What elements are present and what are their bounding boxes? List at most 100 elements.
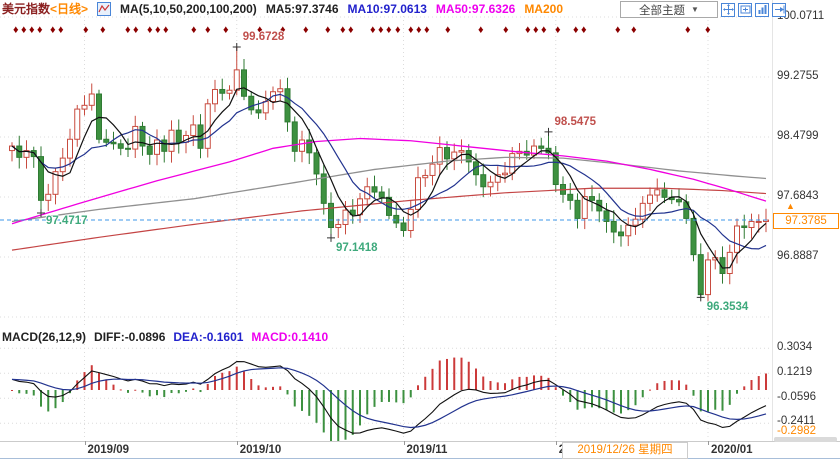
event-marker-icon[interactable]: ♦ xyxy=(541,24,547,36)
theme-dropdown[interactable]: 全部主题 ▼ xyxy=(620,1,718,18)
x-axis-tick xyxy=(84,441,86,445)
event-marker-icon[interactable]: ♦ xyxy=(685,24,691,36)
y-axis-label: 96.8887 xyxy=(777,250,819,262)
event-marker-icon[interactable]: ♦ xyxy=(155,24,161,36)
event-marker-icon[interactable]: ♦ xyxy=(58,24,64,36)
macd-y-axis-label: -0.2411 xyxy=(777,415,816,427)
macd-dea-value: DEA:-0.1601 xyxy=(173,330,244,344)
event-marker-icon[interactable]: ♦ xyxy=(631,24,637,36)
macd-header: MACD(26,12,9) DIFF:-0.0896 DEA:-0.1601 M… xyxy=(2,330,328,344)
event-marker-icon[interactable]: ♦ xyxy=(325,24,331,36)
mini-chart-icon xyxy=(97,1,112,16)
event-marker-icon[interactable]: ♦ xyxy=(395,24,401,36)
h-scrollbar-thumb[interactable] xyxy=(774,437,837,442)
annotation-low-96-3534: 96.3534 xyxy=(706,301,749,314)
event-marker-icon[interactable]: ♦ xyxy=(303,24,309,36)
pan-right-tool-button[interactable] xyxy=(772,2,786,17)
ma5-value: MA5:97.3746 xyxy=(265,1,339,16)
macd-y-axis-label: -0.2982 xyxy=(777,425,817,437)
event-marker-icon[interactable]: ♦ xyxy=(50,24,56,36)
instrument-name: 美元指数 xyxy=(2,2,51,16)
event-marker-icon[interactable]: ♦ xyxy=(125,24,131,36)
current-price-badge: 97.3785 xyxy=(773,213,839,229)
event-marker-icon[interactable]: ♦ xyxy=(478,24,484,36)
bottom-border-line xyxy=(0,458,840,459)
event-marker-icon[interactable]: ♦ xyxy=(445,24,451,36)
macd-y-axis-label: 0.1219 xyxy=(777,366,813,378)
x-axis-line xyxy=(0,441,840,442)
y-axis-label: 100.0711 xyxy=(777,10,825,22)
chevron-down-icon: ▼ xyxy=(691,5,699,14)
bar-chart-icon xyxy=(758,5,766,14)
event-marker-icon[interactable]: ♦ xyxy=(416,24,422,36)
crosshair-tool-button[interactable] xyxy=(721,2,735,17)
event-marker-icon[interactable]: ♦ xyxy=(348,24,354,36)
macd-diff-value: DIFF:-0.0896 xyxy=(94,330,166,344)
crosshair-icon xyxy=(722,4,734,15)
event-marker-icon[interactable]: ♦ xyxy=(615,24,621,36)
event-marker-icon[interactable]: ♦ xyxy=(408,24,414,36)
x-axis-tick xyxy=(555,441,557,445)
event-marker-icon[interactable]: ♦ xyxy=(370,24,376,36)
event-marker-icon[interactable]: ♦ xyxy=(21,24,27,36)
event-marker-icon[interactable]: ♦ xyxy=(83,24,89,36)
event-marker-icon[interactable]: ♦ xyxy=(29,24,35,36)
annotation-low-97-1418: 97.1418 xyxy=(336,241,378,254)
chart-toolbar: 全部主题 ▼ xyxy=(620,1,786,18)
event-marker-icon[interactable]: ♦ xyxy=(555,24,561,36)
current-price-arrow-icon: ▲ xyxy=(786,201,795,211)
x-axis-label: 2019/11 xyxy=(406,444,448,456)
event-marker-icon[interactable]: ♦ xyxy=(533,24,539,36)
x-axis-tick xyxy=(236,441,238,445)
x-axis-label: 2019/09 xyxy=(87,444,130,456)
event-marker-icon[interactable]: ♦ xyxy=(205,24,211,36)
x-axis-label: 2019/10 xyxy=(239,444,282,456)
event-marker-icon[interactable]: ♦ xyxy=(525,24,531,36)
event-marker-icon[interactable]: ♦ xyxy=(223,24,229,36)
macd-macd-value: MACD:0.1410 xyxy=(251,330,329,344)
event-marker-icon[interactable]: ♦ xyxy=(705,24,711,36)
event-marker-icon[interactable]: ♦ xyxy=(503,24,509,36)
x-axis-tick xyxy=(708,441,709,445)
y-axis-label: 99.2755 xyxy=(777,70,819,82)
y-axis-label: 97.6843 xyxy=(777,190,819,202)
indicator-pane-tool-button[interactable] xyxy=(755,2,769,17)
instrument-title: 美元指数<日线> xyxy=(2,0,88,17)
event-marker-icon[interactable]: ♦ xyxy=(378,24,384,36)
chart-header: 美元指数<日线> MA(5,10,50,200,100,200) MA5:97.… xyxy=(2,1,567,16)
theme-dropdown-label: 全部主题 xyxy=(639,4,686,17)
event-marker-icon[interactable]: ♦ xyxy=(163,24,169,36)
ma-params-label: MA(5,10,50,200,100,200) xyxy=(120,1,257,16)
annotation-level-97-4717: 97.4717 xyxy=(46,215,88,228)
event-marker-icon[interactable]: ♦ xyxy=(13,24,19,36)
ma10-value: MA10:97.0613 xyxy=(347,1,427,16)
annotation-high-99-6728: 99.6728 xyxy=(242,31,285,44)
ma50-value: MA50:97.6326 xyxy=(435,1,516,16)
event-marker-icon[interactable]: ♦ xyxy=(133,24,139,36)
event-marker-icon[interactable]: ♦ xyxy=(191,24,197,36)
event-marker-icon[interactable]: ♦ xyxy=(424,24,430,36)
event-marker-icon[interactable]: ♦ xyxy=(37,24,43,36)
event-marker-icon[interactable]: ♦ xyxy=(573,24,579,36)
macd-params-label: MACD(26,12,9) xyxy=(2,330,87,344)
ma200-label: MA200 xyxy=(524,1,563,16)
period-label: <日线> xyxy=(50,2,89,16)
event-marker-icon[interactable]: ♦ xyxy=(280,24,286,36)
y-axis-label: 98.4799 xyxy=(777,130,819,142)
annotation-high-98-5475: 98.5475 xyxy=(554,115,597,128)
macd-y-axis-label: 0.3034 xyxy=(777,341,813,353)
zoom-region-tool-button[interactable] xyxy=(738,2,752,17)
event-marker-icon[interactable]: ♦ xyxy=(581,24,587,36)
event-marker-icon[interactable]: ♦ xyxy=(340,24,346,36)
event-marker-icon[interactable]: ♦ xyxy=(386,24,392,36)
event-marker-icon[interactable]: ♦ xyxy=(257,24,263,36)
event-marker-icon[interactable]: ♦ xyxy=(147,24,153,36)
selected-date-badge: 2019/12/26 星期四 xyxy=(562,442,688,459)
arrow-right-icon xyxy=(774,5,784,14)
macd-y-axis-label: -0.0596 xyxy=(777,391,817,403)
zoom-region-icon xyxy=(740,5,750,14)
x-axis-tick xyxy=(403,441,405,445)
event-marker-icon[interactable]: ♦ xyxy=(100,24,106,36)
